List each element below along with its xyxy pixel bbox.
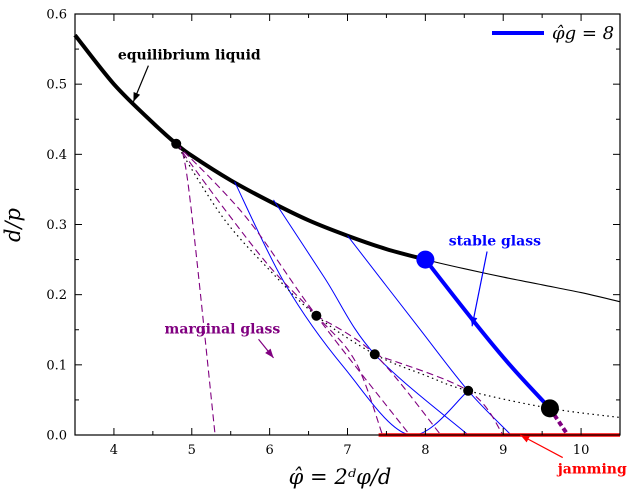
series-stable-thin-2	[234, 181, 469, 436]
series-stable-end-dashed-6	[548, 407, 570, 437]
annotation-label-3: jamming line	[556, 462, 627, 478]
y-tick-label-2: 0.2	[46, 288, 67, 303]
series-stable-thick-5	[423, 258, 552, 410]
marker-3	[463, 385, 474, 396]
x-tick-label-4: 8	[421, 443, 429, 458]
y-tick-label-3: 0.3	[46, 218, 67, 233]
x-tick-label-3: 7	[343, 443, 351, 458]
series-dotted-threshold-12	[175, 143, 621, 419]
legend-label: φ̂g = 8	[552, 23, 614, 44]
annotation-arrow-3-head	[520, 435, 530, 443]
marker-1	[311, 310, 322, 321]
annotation-label-2: marginal glass	[165, 321, 281, 337]
marker-5	[540, 399, 559, 418]
y-tick-label-6: 0.6	[46, 8, 67, 23]
series-marginal-dashed-8	[175, 143, 411, 436]
annotation-label-1: stable glass	[449, 234, 541, 250]
annotation-arrow-1-head	[470, 316, 478, 327]
series-stable-thin-4	[347, 235, 512, 436]
x-tick-label-0: 4	[110, 443, 118, 458]
x-tick-label-5: 9	[499, 443, 507, 458]
annotation-label-0: equilibrium liquid	[118, 48, 261, 64]
annotation-arrow-2-head	[265, 348, 274, 358]
marker-2	[369, 349, 380, 360]
plot-background	[75, 14, 620, 435]
series-marginal-dashed-7	[175, 143, 384, 436]
annotation-arrow-1-line	[471, 251, 488, 327]
y-axis-title: d/p	[1, 208, 25, 242]
x-axis-title: φ̂ = 2ᵈφ/d	[289, 465, 392, 489]
marker-0	[171, 138, 182, 149]
y-tick-label-0: 0.0	[46, 429, 67, 444]
annotations: equilibrium liquid stable glass marginal g…	[118, 48, 627, 478]
x-tick-label-6: 10	[573, 443, 590, 458]
x-tick-label-1: 5	[188, 443, 196, 458]
y-tick-label-1: 0.1	[46, 358, 67, 373]
legend: φ̂g = 8	[492, 23, 614, 44]
series-liquid-thick-1	[73, 33, 426, 262]
series-stable-thin-3	[273, 199, 469, 436]
y-tick-label-5: 0.5	[46, 78, 67, 93]
x-tick-label-2: 6	[266, 443, 274, 458]
y-tick-label-4: 0.4	[46, 148, 67, 163]
marker-4	[416, 250, 435, 269]
annotation-arrow-0-head	[133, 92, 141, 102]
ticks-layer: 4 5 6 7 8 9 10 0.0 0.1 0.2 0.3 0.4 0.5 0.6	[46, 8, 621, 458]
